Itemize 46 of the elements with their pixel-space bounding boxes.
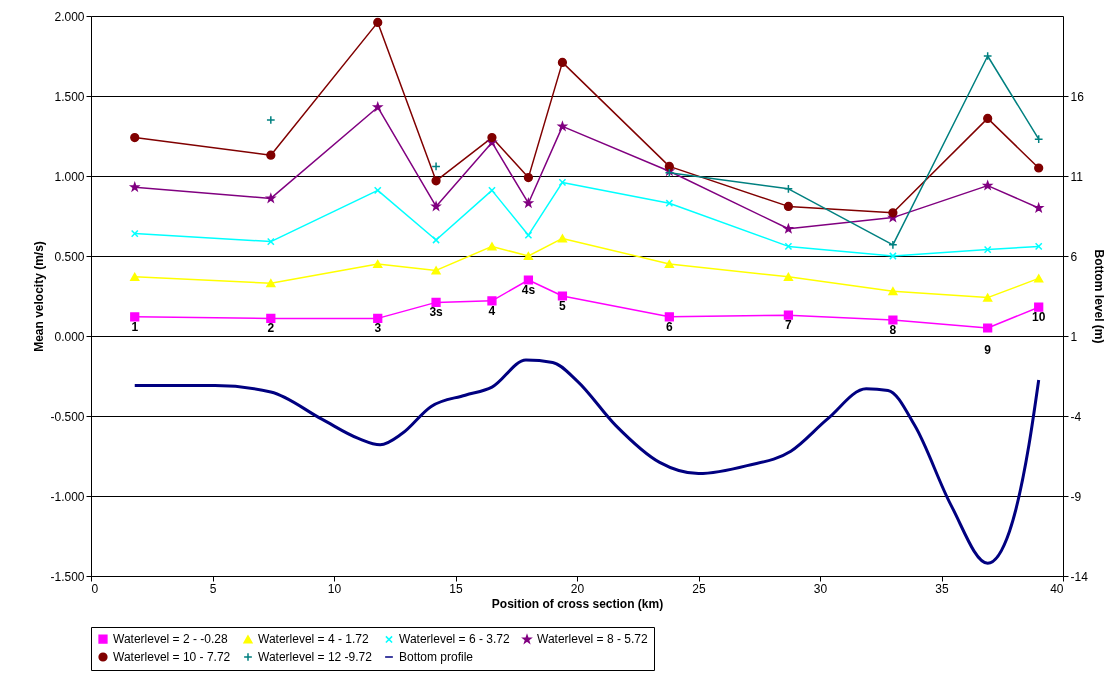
x-tick-label: 0 [91,581,99,596]
y-tick-label: 1.000 [54,169,85,184]
annotation: 5 [559,299,567,313]
annotation: 6 [666,319,673,334]
x-tick-label: 15 [449,581,463,596]
y-axis-title: Mean velocity (m/s) [32,241,47,352]
y-tick-label: -0.500 [50,409,85,424]
legend-label: Waterlevel = 4 - 1.72 [258,632,369,647]
y-tick-label: 0.000 [54,329,85,344]
x-tick-label: 5 [209,581,217,596]
y-tick-label: 1.500 [54,89,85,104]
x-tick-label: 35 [935,581,949,596]
annotation: 3s [429,305,444,320]
x-axis-title: Position of cross section (km) [491,596,664,611]
annotation: 3 [374,321,382,336]
y-tick-label: -1.500 [50,569,85,584]
y2-tick-label: -14 [1070,569,1089,584]
annotation: 2 [267,321,275,336]
y2-tick-label: -9 [1070,489,1082,504]
y2-axis-title: Bottom level (m) [1091,249,1106,344]
y-tick-label: 0.500 [54,249,85,264]
legend-label: Waterlevel = 12 -9.72 [258,650,373,664]
x-tick-label: 30 [813,581,828,596]
annotation: 9 [984,343,992,357]
annotation: 4 [488,303,496,318]
legend-label: Waterlevel = 6 - 3.72 [399,632,510,647]
annotation: 7 [785,318,793,333]
y2-tick-label: -4 [1070,409,1082,424]
legend-label: Waterlevel = 2 - -0.28 [113,632,228,647]
legend-label: Waterlevel = 10 - 7.72 [113,650,231,664]
y2-tick-label: 6 [1070,249,1078,264]
annotation: 10 [1032,310,1046,325]
x-tick-label: 20 [570,581,585,596]
annotation: 8 [889,323,897,337]
annotation: 1 [131,319,139,334]
y-tick-label: -1.000 [50,489,85,504]
y2-tick-label: 16 [1070,89,1085,104]
legend-label: Bottom profile [399,650,474,664]
x-tick-label: 25 [692,581,706,596]
x-tick-label: 40 [1050,581,1064,596]
annotation: 4s [521,283,536,297]
y2-tick-label: 11 [1070,169,1084,184]
x-tick-label: 10 [327,581,342,596]
y-tick-label: 2.000 [54,9,85,24]
legend-label: Waterlevel = 8 - 5.72 [537,632,648,647]
y2-tick-label: 1 [1070,329,1078,344]
